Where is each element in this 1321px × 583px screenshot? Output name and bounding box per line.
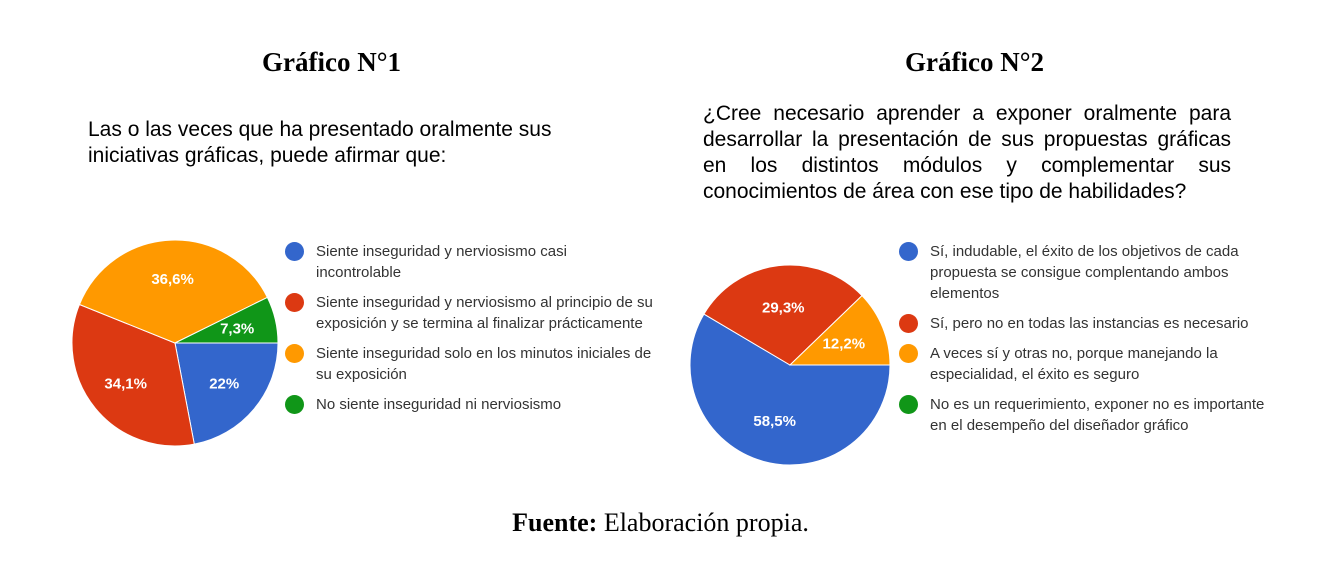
legend-swatch xyxy=(899,344,918,363)
chart1-slice-3 xyxy=(78,239,269,344)
chart2-slice-1 xyxy=(689,313,891,466)
chart2-legend-item-4: No es un requerimiento, exponer no es im… xyxy=(898,394,1278,436)
chart2-slice-label-3: 12,2% xyxy=(823,335,866,352)
chart1-slice-label-3: 36,6% xyxy=(151,271,194,288)
chart2-title: Gráfico N°2 xyxy=(905,47,1045,77)
legend-label: Siente inseguridad y nerviosismo al prin… xyxy=(316,294,653,332)
chart2-legend-item-2: Sí, pero no en todas las instancias es n… xyxy=(898,313,1278,334)
legend-label: A veces sí y otras no, porque manejando … xyxy=(930,345,1218,383)
source-note: Fuente: Elaboración propia. xyxy=(0,508,1321,538)
chart1-legend-item-4: No siente inseguridad ni nerviosismo xyxy=(284,394,654,415)
chart1-legend: Siente inseguridad y nerviosismo casi in… xyxy=(284,241,654,424)
legend-swatch xyxy=(285,344,304,363)
chart1-legend-item-1: Siente inseguridad y nerviosismo casi in… xyxy=(284,241,654,283)
source-label: Fuente: xyxy=(512,508,598,537)
chart1-slice-label-4: 7,3% xyxy=(220,320,254,337)
chart2-slice-label-2: 29,3% xyxy=(762,299,805,316)
legend-label: Sí, pero no en todas las instancias es n… xyxy=(930,315,1249,332)
chart1-slice-2 xyxy=(71,303,195,447)
chart2-legend-item-3: A veces sí y otras no, porque manejando … xyxy=(898,343,1278,385)
chart1-title: Gráfico N°1 xyxy=(262,47,402,77)
chart1-slice-1 xyxy=(174,342,279,445)
chart2-slice-2 xyxy=(703,264,863,366)
chart2-legend: Sí, indudable, el éxito de los objetivos… xyxy=(898,241,1278,445)
legend-label: No siente inseguridad ni nerviosismo xyxy=(316,396,562,413)
chart2-pie: 58,5% 29,3% 12,2% xyxy=(689,264,891,466)
legend-swatch xyxy=(285,395,304,414)
chart2-slice-3 xyxy=(788,294,891,366)
chart2-legend-item-1: Sí, indudable, el éxito de los objetivos… xyxy=(898,241,1278,304)
chart2-question: ¿Cree necesario aprender a exponer oralm… xyxy=(703,102,1231,203)
legend-swatch xyxy=(285,242,304,261)
legend-label: Sí, indudable, el éxito de los objetivos… xyxy=(930,243,1239,302)
chart1-question: Las o las veces que ha presentado oralme… xyxy=(88,118,552,167)
legend-label: No es un requerimiento, exponer no es im… xyxy=(930,396,1265,434)
legend-label: Siente inseguridad solo en los minutos i… xyxy=(316,345,652,383)
chart1-slice-label-2: 34,1% xyxy=(104,376,147,393)
chart1-slice-4 xyxy=(174,296,279,344)
legend-label: Siente inseguridad y nerviosismo casi in… xyxy=(316,243,567,281)
legend-swatch xyxy=(899,242,918,261)
chart2-slice-label-1: 58,5% xyxy=(753,413,796,430)
legend-swatch xyxy=(899,395,918,414)
chart1-slice-label-1: 22% xyxy=(209,376,239,393)
chart1-pie: 22% 34,1% 36,6% 7,3% xyxy=(71,239,279,447)
legend-swatch xyxy=(285,293,304,312)
legend-swatch xyxy=(899,314,918,333)
source-text: Elaboración propia. xyxy=(603,508,809,537)
chart1-legend-item-3: Siente inseguridad solo en los minutos i… xyxy=(284,343,654,385)
chart1-legend-item-2: Siente inseguridad y nerviosismo al prin… xyxy=(284,292,654,334)
